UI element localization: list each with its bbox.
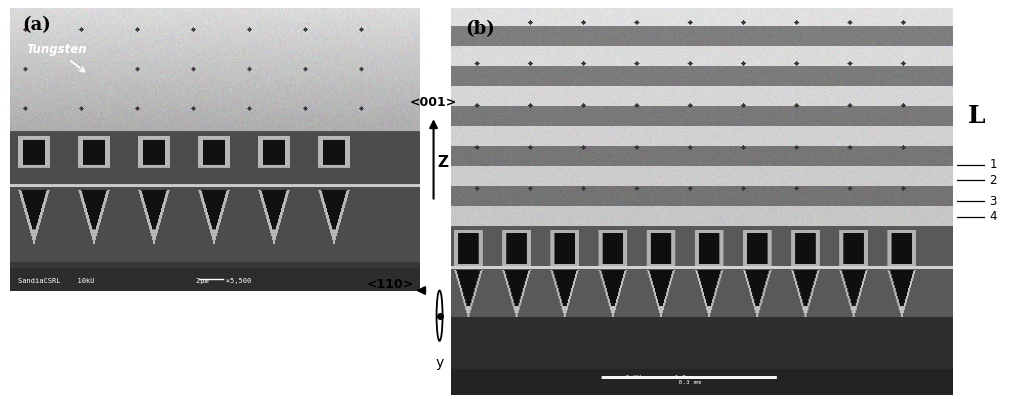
Text: Z: Z (437, 155, 449, 170)
Text: (a): (a) (23, 16, 51, 34)
Text: Tungsten: Tungsten (27, 43, 87, 71)
Text: 2μm    ×5,500: 2μm ×5,500 (196, 278, 251, 284)
Text: <001>: <001> (410, 96, 457, 109)
Text: 5 KU         1.0 u
              0.3 mm: 5 KU 1.0 u 0.3 mm (626, 375, 701, 385)
Text: SandiaCSRL    10kU: SandiaCSRL 10kU (18, 278, 95, 284)
Text: 1: 1 (989, 158, 997, 171)
Text: 4: 4 (989, 211, 997, 223)
Text: L: L (968, 105, 985, 128)
Text: 2: 2 (989, 174, 997, 187)
Text: <110>: <110> (367, 278, 414, 291)
Text: (b): (b) (466, 20, 496, 38)
Text: y: y (435, 356, 443, 370)
Text: 3: 3 (989, 195, 996, 208)
